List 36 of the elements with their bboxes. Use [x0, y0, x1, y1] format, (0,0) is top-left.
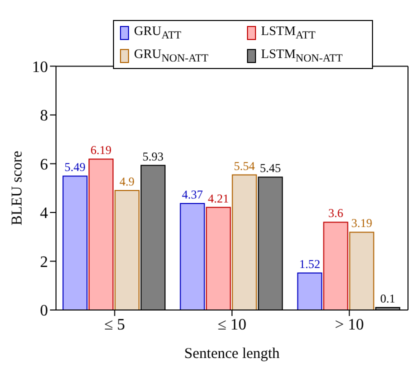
x-tick-label: ≤ 5	[104, 316, 126, 334]
x-tick-label: ≤ 10	[218, 316, 246, 334]
bar	[232, 174, 257, 310]
y-tick-label: 8	[40, 108, 48, 125]
bar	[323, 222, 348, 310]
bar	[297, 272, 322, 310]
data-label: 4.37	[182, 187, 203, 202]
data-label: 0.1	[380, 292, 396, 306]
y-tick-label: 4	[40, 205, 48, 222]
bar	[88, 158, 114, 310]
legend-label: GRU$_{ATT}$	[134, 22, 182, 44]
y-axis-title: BLEU score	[9, 150, 26, 226]
bar	[62, 176, 88, 310]
bar	[349, 232, 374, 310]
y-tick-label: 10	[32, 58, 48, 76]
data-label: 4.9	[120, 174, 135, 189]
y-tick-label: 0	[40, 302, 48, 320]
data-label: 3.19	[351, 216, 372, 230]
y-tick-label: 2	[40, 254, 48, 271]
y-tick-label: 6	[40, 156, 48, 174]
data-label: 5.49	[64, 160, 86, 174]
data-label: 1.52	[299, 256, 320, 271]
legend-label: GRU$_{NON-ATT}$	[134, 44, 208, 66]
bar	[180, 202, 205, 310]
data-label: 6.19	[90, 143, 112, 158]
data-label: 5.45	[260, 161, 281, 176]
legend-label: LSTM$_{NON-ATT}$	[261, 44, 343, 66]
data-label: 5.93	[142, 149, 164, 164]
x-axis-title: Sentence length	[184, 346, 280, 362]
legend-label: LSTM$_{ATT}$	[261, 22, 316, 44]
bar	[206, 206, 231, 310]
data-label: 3.6	[328, 206, 344, 220]
data-label: 4.21	[208, 191, 229, 206]
bar	[114, 190, 140, 310]
data-label: 5.54	[234, 158, 255, 173]
x-tick-label: > 10	[334, 316, 364, 334]
